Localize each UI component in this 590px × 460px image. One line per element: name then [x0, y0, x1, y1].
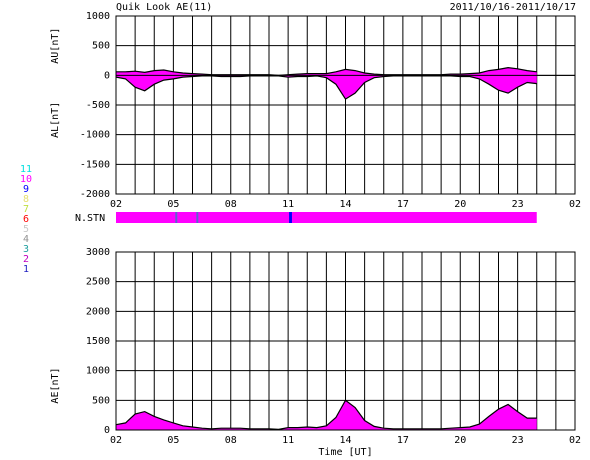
series-line: [115, 399, 537, 431]
y-tick-label: -1000: [80, 130, 110, 141]
nstn-segment: [116, 212, 537, 223]
station-legend-entry: 1: [23, 264, 29, 275]
y-tick-label: -500: [86, 100, 110, 111]
station-legend-entry: 2: [23, 254, 29, 265]
x-tick-label: 02: [110, 435, 122, 446]
x-tick-label: 05: [167, 435, 179, 446]
series-line: [116, 66, 537, 76]
x-tick-label: 20: [454, 435, 466, 446]
series-line: [115, 75, 537, 100]
nstn-segment: [196, 212, 199, 223]
date-range: 2011/10/16-2011/10/17: [450, 2, 576, 13]
plot-frame: [115, 251, 576, 431]
y-tick-label: -2000: [80, 189, 110, 200]
y-tick-label: 500: [92, 395, 110, 406]
nstn-label: N.STN: [75, 213, 105, 224]
area-fill: [116, 400, 537, 430]
y-tick-label: 0: [104, 70, 110, 81]
x-tick-label: 17: [397, 435, 409, 446]
y-axis-label: AE[nT]: [50, 367, 61, 403]
station-legend-entry: 3: [23, 244, 29, 255]
y-tick-label: 1500: [86, 336, 110, 347]
x-tick-label: 02: [110, 199, 122, 210]
station-legend-entry: 5: [23, 224, 29, 235]
y-tick-label: 1000: [86, 11, 110, 22]
y-tick-label: 3000: [86, 247, 110, 258]
y-tick-label: 2000: [86, 306, 110, 317]
station-legend-entry: 6: [23, 214, 29, 225]
station-legend-entry: 10: [20, 174, 32, 185]
y-axis-label: AU[nT]: [50, 28, 61, 64]
x-tick-label: 14: [339, 435, 351, 446]
x-tick-label: 02: [569, 435, 581, 446]
nstn-segment: [289, 212, 292, 223]
x-tick-label: 05: [167, 199, 179, 210]
station-legend-entry: 8: [23, 194, 29, 205]
x-tick-label: 20: [454, 199, 466, 210]
y-tick-label: 500: [92, 41, 110, 52]
y-axis-label: AL[nT]: [50, 102, 61, 138]
y-tick-label: 0: [104, 425, 110, 436]
station-legend-entry: 4: [23, 234, 29, 245]
y-tick-label: 1000: [86, 366, 110, 377]
y-tick-label: 2500: [86, 277, 110, 288]
station-legend-entry: 7: [23, 204, 29, 215]
x-tick-label: 02: [569, 199, 581, 210]
chart-title: Quik Look AE(11): [116, 2, 212, 13]
x-axis-label: Time [UT]: [318, 447, 372, 458]
x-tick-label: 23: [512, 199, 524, 210]
x-tick-label: 23: [512, 435, 524, 446]
x-tick-label: 17: [397, 199, 409, 210]
plot-frame: [115, 15, 576, 195]
y-tick-label: -1500: [80, 159, 110, 170]
x-tick-label: 08: [225, 199, 237, 210]
x-tick-label: 11: [282, 435, 294, 446]
x-tick-label: 08: [225, 435, 237, 446]
x-tick-label: 11: [282, 199, 294, 210]
nstn-segment: [175, 212, 178, 223]
station-legend-entry: 11: [20, 164, 32, 175]
x-tick-label: 14: [339, 199, 351, 210]
station-legend-entry: 9: [23, 184, 29, 195]
